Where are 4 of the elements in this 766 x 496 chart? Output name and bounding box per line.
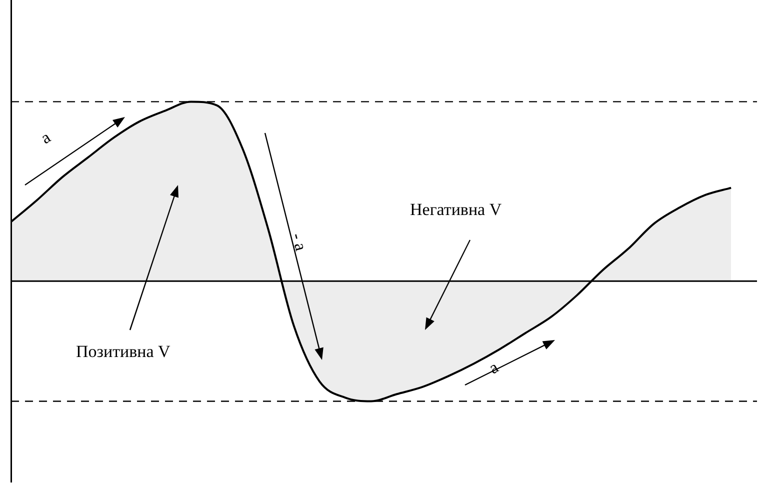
annotation: - a: [286, 230, 311, 254]
annotation: a: [37, 128, 54, 148]
annotation: Позитивна V: [76, 342, 170, 362]
annotation: Негативна V: [410, 200, 502, 220]
